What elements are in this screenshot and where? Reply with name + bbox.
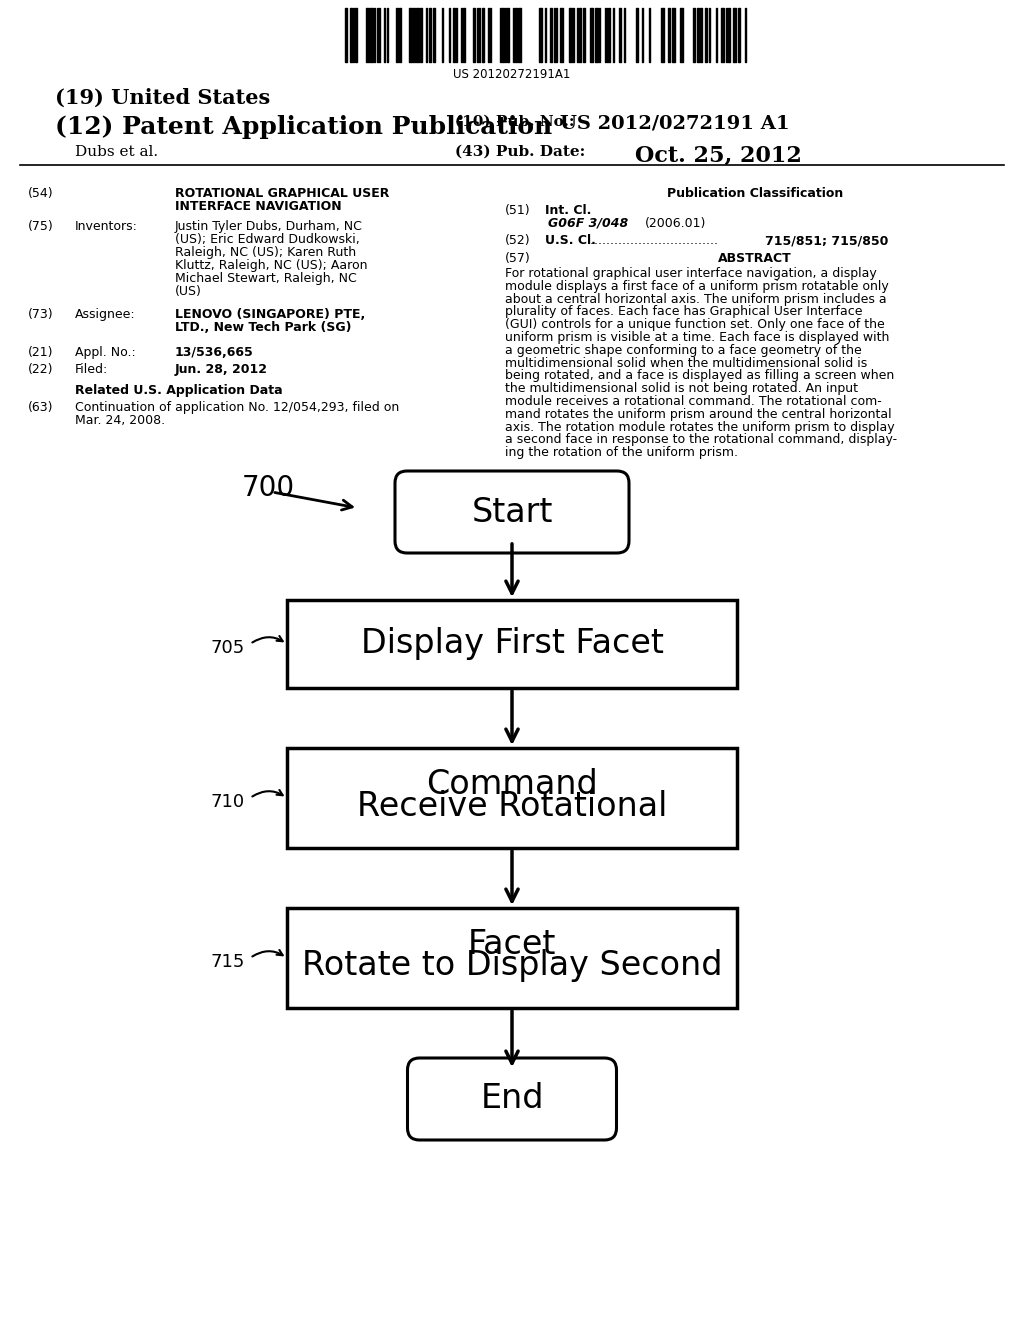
- Text: (75): (75): [28, 220, 53, 234]
- Text: Kluttz, Raleigh, NC (US); Aaron: Kluttz, Raleigh, NC (US); Aaron: [175, 259, 368, 272]
- Text: Int. Cl.: Int. Cl.: [545, 205, 592, 216]
- Text: module displays a first face of a uniform prism rotatable only: module displays a first face of a unifor…: [505, 280, 889, 293]
- Text: plurality of faces. Each face has Graphical User Interface: plurality of faces. Each face has Graphi…: [505, 305, 862, 318]
- Text: U.S. Cl.: U.S. Cl.: [545, 234, 596, 247]
- Text: axis. The rotation module rotates the uniform prism to display: axis. The rotation module rotates the un…: [505, 421, 895, 433]
- Text: Michael Stewart, Raleigh, NC: Michael Stewart, Raleigh, NC: [175, 272, 356, 285]
- Text: G06F 3/048: G06F 3/048: [548, 216, 629, 230]
- Text: Jun. 28, 2012: Jun. 28, 2012: [175, 363, 268, 376]
- Text: (21): (21): [28, 346, 53, 359]
- Text: INTERFACE NAVIGATION: INTERFACE NAVIGATION: [175, 201, 342, 213]
- Text: (19) United States: (19) United States: [55, 88, 270, 108]
- Text: Rotate to Display Second: Rotate to Display Second: [302, 949, 722, 982]
- Text: (54): (54): [28, 187, 53, 201]
- Text: (43) Pub. Date:: (43) Pub. Date:: [455, 145, 586, 158]
- Text: LTD., New Tech Park (SG): LTD., New Tech Park (SG): [175, 321, 351, 334]
- Text: Filed:: Filed:: [75, 363, 109, 376]
- Text: Related U.S. Application Data: Related U.S. Application Data: [75, 384, 283, 397]
- Text: (52): (52): [505, 234, 530, 247]
- Text: Mar. 24, 2008.: Mar. 24, 2008.: [75, 414, 165, 426]
- Text: US 2012/0272191 A1: US 2012/0272191 A1: [560, 115, 790, 133]
- Text: a second face in response to the rotational command, display-: a second face in response to the rotatio…: [505, 433, 897, 446]
- Text: (22): (22): [28, 363, 53, 376]
- Text: 13/536,665: 13/536,665: [175, 346, 254, 359]
- Text: Inventors:: Inventors:: [75, 220, 138, 234]
- Text: (57): (57): [505, 252, 530, 265]
- Text: uniform prism is visible at a time. Each face is displayed with: uniform prism is visible at a time. Each…: [505, 331, 890, 345]
- Bar: [287, 601, 737, 688]
- Text: Publication Classification: Publication Classification: [667, 187, 843, 201]
- Text: .................................: .................................: [587, 234, 719, 247]
- Text: Continuation of application No. 12/054,293, filed on: Continuation of application No. 12/054,2…: [75, 401, 399, 414]
- Text: Facet: Facet: [468, 928, 556, 961]
- Text: the multidimensional solid is not being rotated. An input: the multidimensional solid is not being …: [505, 383, 858, 395]
- Bar: [287, 748, 737, 847]
- FancyBboxPatch shape: [395, 471, 629, 553]
- Text: Command: Command: [426, 767, 598, 800]
- Text: Dubs et al.: Dubs et al.: [75, 145, 158, 158]
- Text: being rotated, and a face is displayed as filling a screen when: being rotated, and a face is displayed a…: [505, 370, 894, 383]
- Text: Raleigh, NC (US); Karen Ruth: Raleigh, NC (US); Karen Ruth: [175, 246, 356, 259]
- Text: a geometric shape conforming to a face geometry of the: a geometric shape conforming to a face g…: [505, 343, 862, 356]
- Text: (US): (US): [175, 285, 202, 298]
- Text: (US); Eric Edward Dudkowski,: (US); Eric Edward Dudkowski,: [175, 234, 359, 246]
- Text: about a central horizontal axis. The uniform prism includes a: about a central horizontal axis. The uni…: [505, 293, 887, 306]
- Text: 715/851; 715/850: 715/851; 715/850: [765, 234, 889, 247]
- Text: Justin Tyler Dubs, Durham, NC: Justin Tyler Dubs, Durham, NC: [175, 220, 362, 234]
- Text: Oct. 25, 2012: Oct. 25, 2012: [635, 145, 802, 168]
- Text: Display First Facet: Display First Facet: [360, 627, 664, 660]
- Text: For rotational graphical user interface navigation, a display: For rotational graphical user interface …: [505, 267, 877, 280]
- Text: ing the rotation of the uniform prism.: ing the rotation of the uniform prism.: [505, 446, 738, 459]
- Text: ABSTRACT: ABSTRACT: [718, 252, 792, 265]
- Text: End: End: [480, 1082, 544, 1115]
- Bar: [287, 908, 737, 1008]
- Text: (12) Patent Application Publication: (12) Patent Application Publication: [55, 115, 552, 139]
- Text: 710: 710: [211, 793, 245, 810]
- Text: (GUI) controls for a unique function set. Only one face of the: (GUI) controls for a unique function set…: [505, 318, 885, 331]
- Text: ROTATIONAL GRAPHICAL USER: ROTATIONAL GRAPHICAL USER: [175, 187, 389, 201]
- Text: US 20120272191A1: US 20120272191A1: [454, 69, 570, 81]
- Text: (63): (63): [28, 401, 53, 414]
- FancyBboxPatch shape: [408, 1059, 616, 1140]
- Text: 715: 715: [211, 953, 245, 972]
- Text: 705: 705: [211, 639, 245, 657]
- Text: module receives a rotational command. The rotational com-: module receives a rotational command. Th…: [505, 395, 882, 408]
- Text: Start: Start: [471, 495, 553, 528]
- Text: mand rotates the uniform prism around the central horizontal: mand rotates the uniform prism around th…: [505, 408, 892, 421]
- Text: Appl. No.:: Appl. No.:: [75, 346, 136, 359]
- Text: (2006.01): (2006.01): [645, 216, 707, 230]
- Text: LENOVO (SINGAPORE) PTE,: LENOVO (SINGAPORE) PTE,: [175, 308, 366, 321]
- Text: Receive Rotational: Receive Rotational: [356, 789, 668, 822]
- Text: Assignee:: Assignee:: [75, 308, 135, 321]
- Text: multidimensional solid when the multidimensional solid is: multidimensional solid when the multidim…: [505, 356, 867, 370]
- Text: (51): (51): [505, 205, 530, 216]
- Text: (10) Pub. No.:: (10) Pub. No.:: [455, 115, 574, 129]
- Text: 700: 700: [242, 474, 295, 502]
- Text: (73): (73): [28, 308, 53, 321]
